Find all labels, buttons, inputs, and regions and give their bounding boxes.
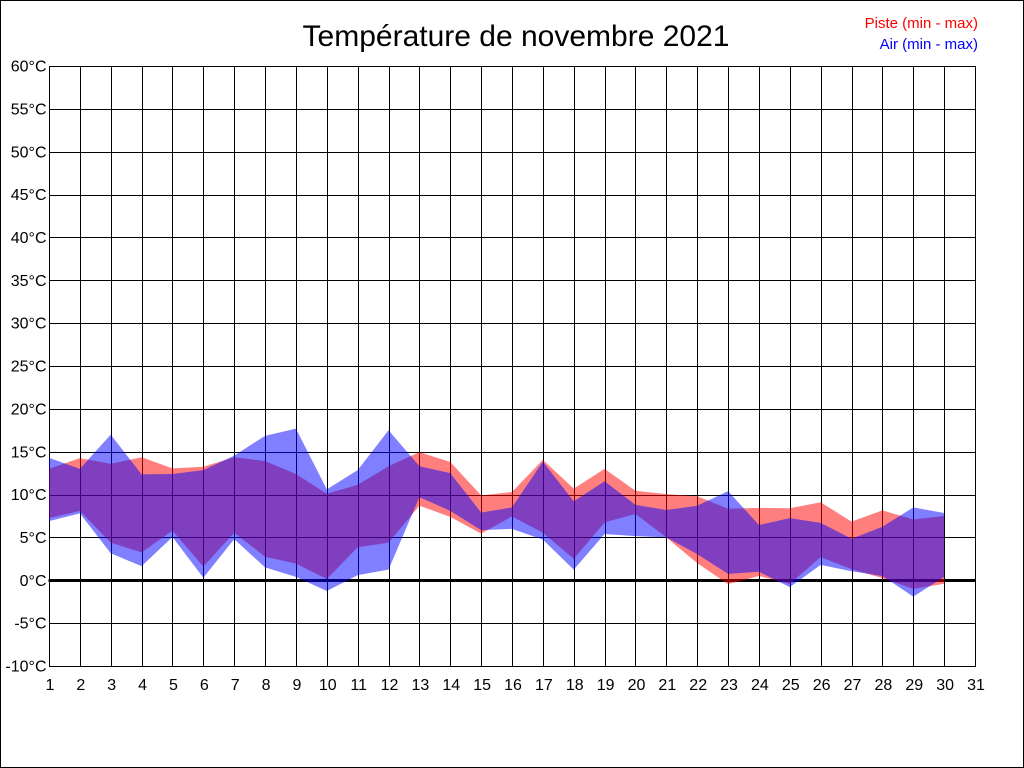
svg-text:Température de novembre 2021: Température de novembre 2021 <box>303 20 730 53</box>
svg-text:-10°C: -10°C <box>5 659 46 676</box>
svg-text:Air (min - max): Air (min - max) <box>880 36 978 53</box>
svg-text:50°C: 50°C <box>11 144 47 161</box>
svg-text:10: 10 <box>319 677 337 694</box>
svg-text:27: 27 <box>844 677 862 694</box>
svg-text:0°C: 0°C <box>20 573 47 590</box>
svg-text:4: 4 <box>138 677 147 694</box>
svg-text:30: 30 <box>936 677 954 694</box>
svg-text:31: 31 <box>967 677 985 694</box>
svg-text:-5°C: -5°C <box>14 616 46 633</box>
svg-text:12: 12 <box>381 677 399 694</box>
svg-text:Piste (min - max): Piste (min - max) <box>865 15 978 32</box>
svg-text:13: 13 <box>412 677 430 694</box>
svg-text:35°C: 35°C <box>11 273 47 290</box>
svg-text:8: 8 <box>262 677 271 694</box>
svg-text:5°C: 5°C <box>20 530 47 547</box>
svg-text:1: 1 <box>46 677 55 694</box>
svg-text:30°C: 30°C <box>11 316 47 333</box>
svg-text:9: 9 <box>292 677 301 694</box>
svg-text:20: 20 <box>628 677 646 694</box>
svg-text:22: 22 <box>689 677 707 694</box>
svg-text:25°C: 25°C <box>11 359 47 376</box>
svg-text:23: 23 <box>720 677 738 694</box>
svg-text:29: 29 <box>905 677 923 694</box>
svg-text:2: 2 <box>76 677 85 694</box>
svg-text:18: 18 <box>566 677 584 694</box>
svg-text:55°C: 55°C <box>11 101 47 118</box>
svg-text:40°C: 40°C <box>11 230 47 247</box>
svg-text:45°C: 45°C <box>11 187 47 204</box>
svg-text:5: 5 <box>169 677 178 694</box>
svg-text:17: 17 <box>535 677 553 694</box>
svg-text:24: 24 <box>751 677 769 694</box>
svg-text:16: 16 <box>504 677 522 694</box>
svg-text:14: 14 <box>442 677 460 694</box>
svg-text:60°C: 60°C <box>11 59 47 76</box>
svg-text:28: 28 <box>875 677 893 694</box>
svg-text:3: 3 <box>107 677 116 694</box>
svg-text:7: 7 <box>231 677 240 694</box>
svg-text:15: 15 <box>473 677 491 694</box>
svg-text:11: 11 <box>350 677 367 694</box>
svg-text:26: 26 <box>813 677 831 694</box>
svg-text:19: 19 <box>597 677 615 694</box>
svg-text:20°C: 20°C <box>11 401 47 418</box>
svg-text:21: 21 <box>658 677 676 694</box>
svg-text:25: 25 <box>782 677 800 694</box>
svg-text:15°C: 15°C <box>11 444 47 461</box>
svg-text:10°C: 10°C <box>11 487 47 504</box>
svg-text:6: 6 <box>200 677 209 694</box>
